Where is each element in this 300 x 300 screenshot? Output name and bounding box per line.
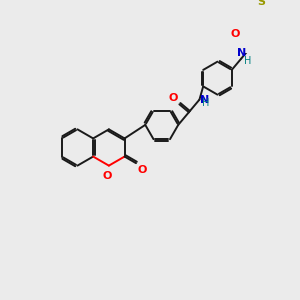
- Text: H: H: [244, 56, 252, 66]
- Text: O: O: [103, 171, 112, 182]
- Text: N: N: [237, 48, 246, 58]
- Text: S: S: [257, 0, 265, 7]
- Text: H: H: [202, 98, 210, 108]
- Text: O: O: [230, 29, 239, 39]
- Text: N: N: [200, 94, 209, 105]
- Text: O: O: [168, 93, 178, 103]
- Text: O: O: [138, 165, 147, 175]
